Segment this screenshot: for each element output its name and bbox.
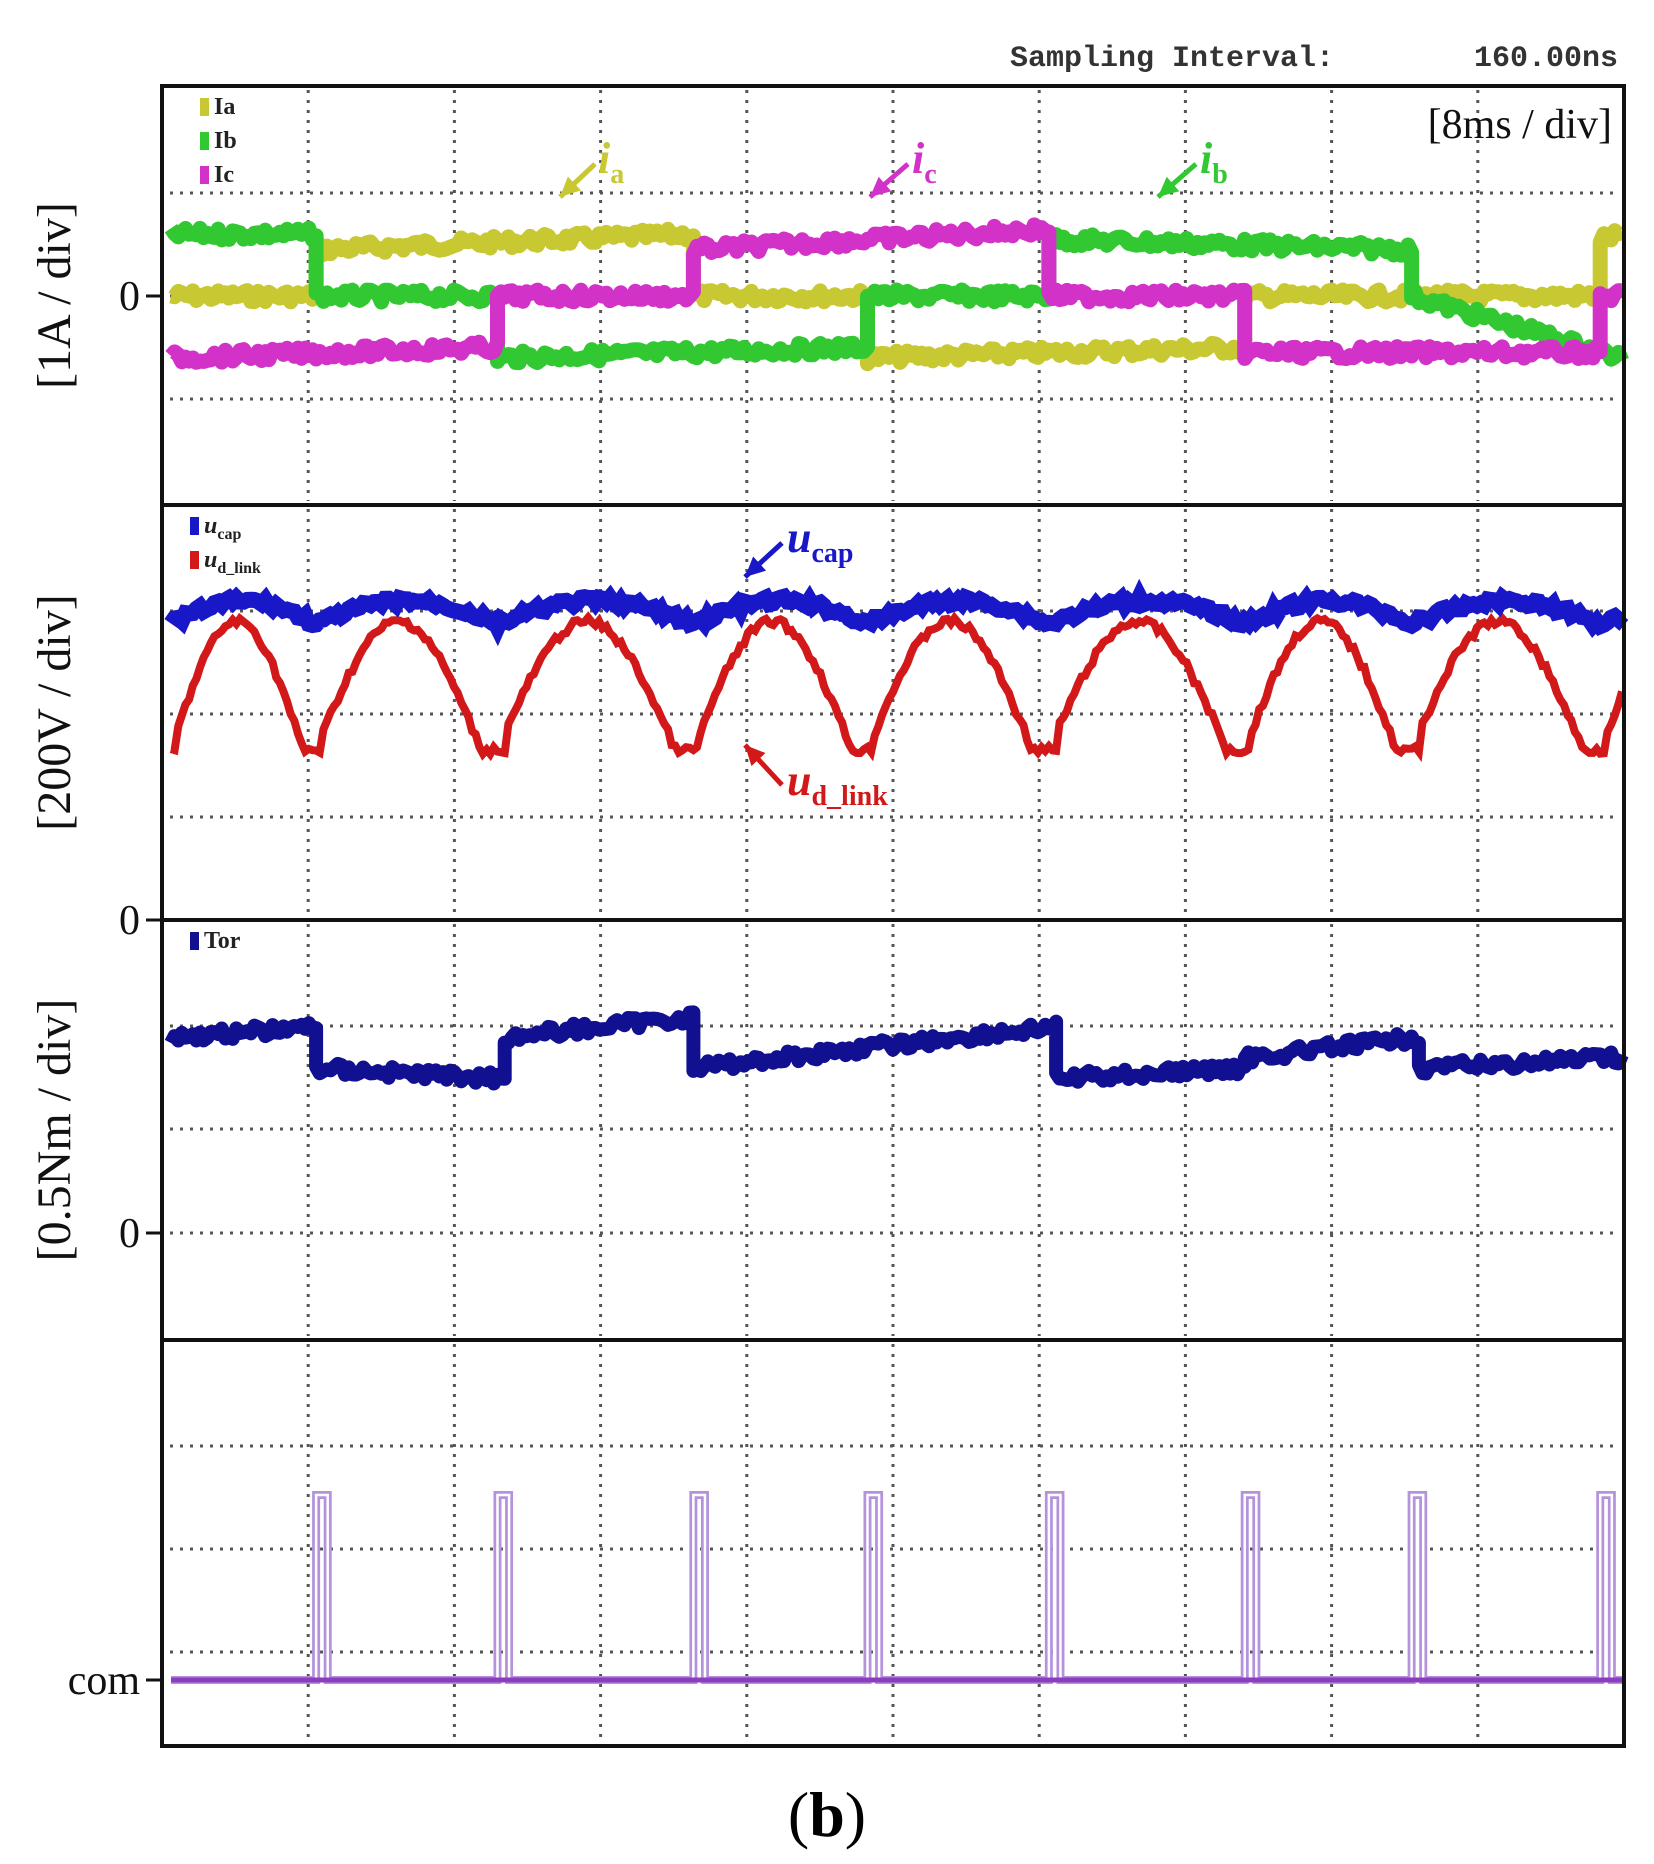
trace-ud-link [169,611,1626,763]
caption-letter: b [809,1779,845,1850]
annotation-label: ud_link [787,756,888,812]
annotation-arrowhead [870,176,892,197]
zero-label: 0 [119,274,140,320]
annotation-label: ic [912,134,937,190]
trace-ucap [164,578,1629,647]
sampling-interval-label: Sampling Interval: [1010,42,1334,76]
annotation-label: ia [598,134,624,190]
trace-ia [167,221,1626,372]
legend-label-sub: d_link [217,560,261,577]
annotation-main: u [787,756,811,805]
trace-com-outer [171,1491,1622,1684]
annotation-sub: b [1212,159,1228,190]
y-axis-label: [200V / div] [28,594,81,830]
caption-open: ( [788,1779,809,1850]
annotation-main: i [1200,134,1213,183]
legend-label: Ib [214,128,237,154]
trace-com-inner [171,1493,1622,1682]
legend-swatch [190,551,199,569]
annotation-sub: d_link [811,781,888,812]
y-axis-label: [1A / div] [28,202,81,389]
annotation-sub: cap [811,538,853,569]
sampling-interval-value: 160.00ns [1474,42,1618,76]
legend-label: ud_link [204,547,261,577]
legend-label: Ic [214,162,234,188]
legend-label: Tor [204,928,241,954]
annotation-arrowhead [745,556,767,577]
zero-label: 0 [119,898,140,944]
annotation-arrowhead [1158,176,1180,197]
annotation-sub: a [610,159,624,190]
legend-label: ucap [204,513,241,543]
annotation-main: i [912,134,925,183]
legend-swatch [190,517,199,535]
annotation-label: ucap [787,513,853,569]
zero-label: 0 [119,1211,140,1257]
trace-ic [165,217,1626,370]
annotation-main: u [787,513,811,562]
legend-swatch [190,932,199,950]
trace-tor [164,1005,1629,1091]
legend-label: Ia [214,94,235,120]
figure-caption: (b) [788,1779,866,1850]
legend-label-sub: cap [217,526,241,543]
annotation-arrowhead [745,745,766,767]
zero-label: com [68,1658,141,1704]
scope-frame [160,84,1626,1748]
legend-label-main: u [204,547,217,573]
annotation-arrowhead [560,176,581,197]
legend-label-main: u [204,513,217,539]
panel-torque: [0.5Nm / div] 0 Tor [28,918,1629,1336]
annotation-label: ib [1200,134,1228,190]
legend-swatch [200,132,209,150]
legend-swatch [200,166,209,184]
legend-swatch [200,98,209,116]
y-axis-label: [0.5Nm / div] [28,999,81,1262]
annotation-main: i [598,134,611,183]
trace-ib [164,220,1629,371]
panel-commutation: com [68,1338,1624,1742]
annotation-sub: c [924,159,936,190]
time-scale-label: [8ms / div] [1428,102,1612,148]
caption-close: ) [845,1779,866,1850]
